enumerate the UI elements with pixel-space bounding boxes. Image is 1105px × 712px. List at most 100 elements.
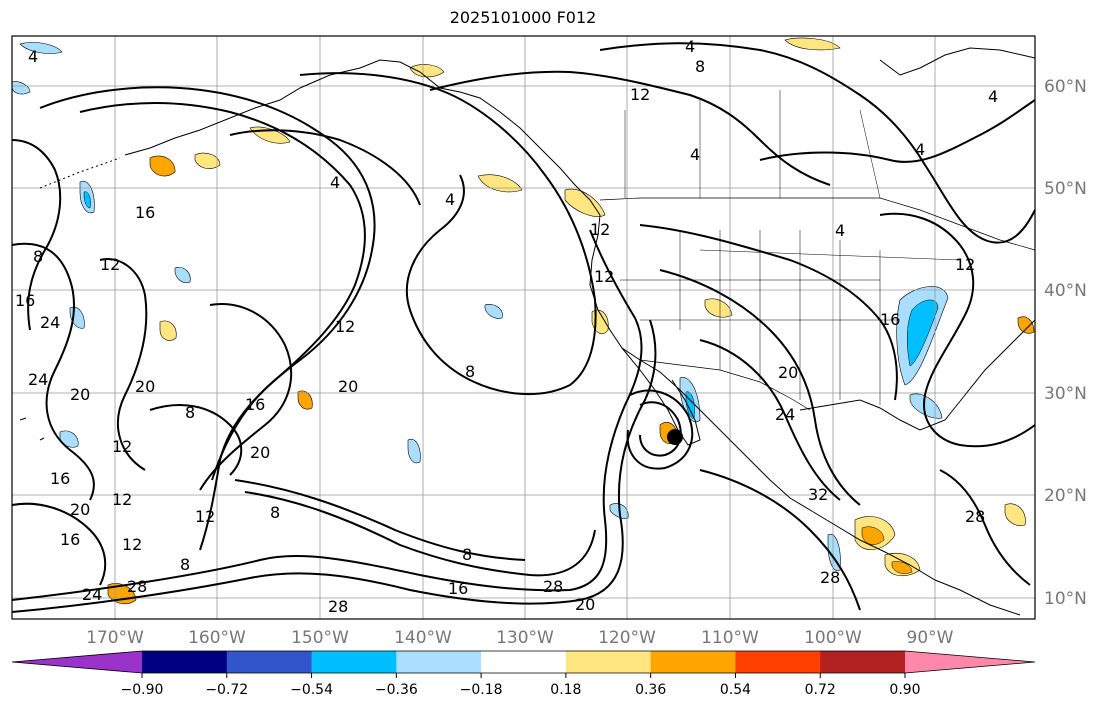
contour-label: 4	[28, 47, 38, 66]
colorbar-segment	[311, 651, 397, 673]
contour-label: 12	[955, 255, 975, 274]
shade-negative-patch	[909, 393, 943, 419]
north-america-west-coast	[589, 214, 1021, 616]
contour-label: 24	[28, 370, 48, 389]
contour-label: 20	[135, 377, 155, 396]
map-title: 2025101000 F012	[449, 8, 597, 27]
shade-negative-mid	[907, 299, 939, 367]
contour-label: 24	[40, 313, 60, 332]
contour-label: 4	[988, 87, 998, 106]
contour-line	[299, 72, 597, 395]
contour-label: 32	[808, 485, 828, 504]
lat-tick-label: 60°N	[1044, 77, 1087, 97]
contour-line	[699, 469, 861, 611]
map-frame	[11, 35, 1036, 620]
contour-line	[79, 102, 366, 481]
contour-label: 28	[127, 577, 147, 596]
contour-label: 12	[100, 255, 120, 274]
lat-tick-label: 50°N	[1044, 179, 1087, 199]
contour-label: 8	[462, 545, 472, 564]
shade-positive-patch	[564, 188, 606, 217]
colorbar-tick-label: 0.90	[889, 682, 920, 698]
contour-line	[639, 224, 898, 401]
colorbar-tick-label: −0.18	[460, 682, 503, 698]
shade-positive-patch	[297, 390, 313, 410]
colorbar-tick-label: −0.54	[290, 682, 333, 698]
contour-label: 4	[690, 145, 700, 164]
contour-label: 16	[15, 291, 35, 310]
contour-line	[879, 212, 1036, 448]
shade-positive-patch	[1004, 503, 1026, 526]
contour-label: 28	[328, 597, 348, 616]
shade-positive-patch	[704, 298, 733, 318]
lon-tick-label: 130°W	[496, 628, 554, 648]
contour-label: 12	[335, 317, 355, 336]
contour-label: 4	[915, 140, 925, 159]
contour-line	[99, 258, 148, 471]
lat-tick-label: 30°N	[1044, 384, 1087, 404]
lon-tick-label: 90°W	[907, 628, 954, 648]
gulf-coast	[799, 319, 1036, 431]
shade-positive-patch	[149, 155, 176, 177]
shade-positive-mid	[861, 526, 885, 545]
contour-label: 24	[82, 585, 102, 604]
contour-line	[199, 303, 293, 491]
contour-label: 4	[835, 221, 845, 240]
colorbar-segment	[820, 651, 906, 673]
colorbar-tick-label: 0.18	[550, 682, 581, 698]
colorbar-segment	[650, 651, 736, 673]
latitude-axis: 60°N 50°N 40°N 30°N 20°N 10°N	[1044, 77, 1087, 609]
contour-label: 4	[445, 190, 455, 209]
contour-label: 12	[630, 85, 650, 104]
coastlines	[19, 47, 1036, 616]
contour-line	[659, 269, 861, 506]
shade-negative-patch	[19, 42, 63, 54]
contour-label: 16	[880, 310, 900, 329]
contour-label: 20	[778, 363, 798, 382]
contour-line	[699, 339, 841, 501]
shade-positive-patch	[784, 37, 841, 51]
contour-lines	[11, 42, 1036, 613]
colorbar-tick-label: 0.36	[635, 682, 666, 698]
canada-border	[599, 197, 1036, 251]
contour-line	[626, 389, 694, 470]
contour-label: 8	[185, 403, 195, 422]
contour-label: 16	[245, 395, 265, 414]
longitude-axis: 170°W 160°W 150°W 140°W 130°W 120°W 110°…	[86, 628, 954, 648]
lon-tick-label: 110°W	[701, 628, 759, 648]
colorbar-extend-high	[905, 651, 1035, 673]
contour-label-layer: 4 4 4 4 4 4 4 4 8 8 8 8 8 8 8 12 12 12 1…	[15, 37, 998, 616]
contour-label: 16	[50, 469, 70, 488]
baja-peninsula	[621, 347, 701, 446]
contour-label: 20	[575, 595, 595, 614]
shade-positive-patch	[1017, 316, 1035, 334]
colorbar-tick-label: −0.36	[375, 682, 418, 698]
shade-positive-patch	[409, 64, 445, 78]
lat-tick-label: 40°N	[1044, 281, 1087, 301]
alaska-coast	[124, 59, 601, 216]
storm-center-marker	[667, 429, 683, 445]
contour-label: 16	[60, 530, 80, 549]
contour-line	[939, 469, 1031, 586]
contour-label: 8	[33, 247, 43, 266]
contour-line	[149, 404, 243, 476]
contour-label: 8	[180, 555, 190, 574]
shade-positive-patch	[159, 320, 177, 341]
lon-tick-label: 150°W	[291, 628, 349, 648]
state-lines	[620, 230, 961, 405]
colorbar-tick-label: −0.72	[205, 682, 248, 698]
lon-tick-label: 120°W	[598, 628, 656, 648]
contour-label: 8	[270, 503, 280, 522]
contour-label: 4	[685, 37, 695, 56]
us-mexico-border	[639, 359, 811, 411]
contour-label: 12	[122, 535, 142, 554]
shade-positive-mid	[891, 561, 913, 574]
lon-tick-label: 160°W	[188, 628, 246, 648]
shade-positive-patch	[194, 152, 221, 169]
colorbar-segment	[565, 651, 652, 673]
contour-line	[234, 479, 526, 561]
colorbar-segment	[396, 651, 482, 673]
colorbar-segment	[142, 651, 228, 673]
colorbar-segment	[226, 651, 313, 673]
contour-line	[11, 229, 643, 601]
